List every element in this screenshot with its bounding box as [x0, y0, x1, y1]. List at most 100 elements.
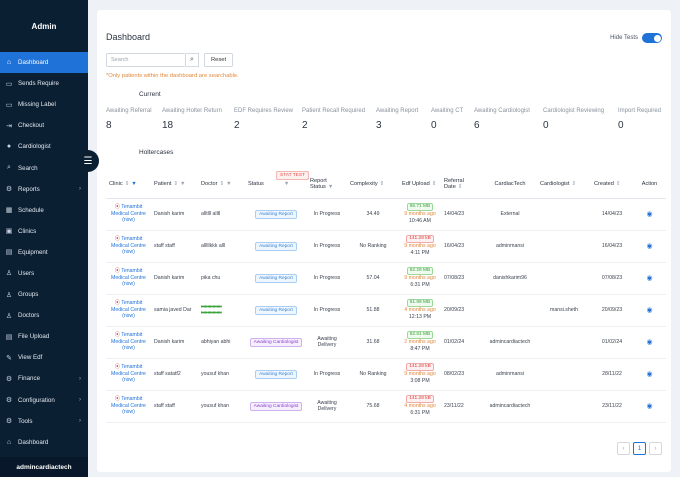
cardiactech-cell: External: [483, 198, 537, 231]
sidebar-item-users[interactable]: ♙ Users: [0, 263, 88, 284]
stat-label: Patient Recall Required: [302, 108, 366, 114]
stat-value: 2: [302, 120, 308, 131]
cardiactech-cell: admincardiactech: [483, 326, 537, 359]
sidebar-item-configuration[interactable]: ⚙ Configuration ›: [0, 390, 88, 411]
stat-awaiting-referral[interactable]: Awaiting Referral 8: [106, 108, 152, 131]
prev-page-button[interactable]: ‹: [617, 442, 630, 455]
edf-age: 9 months ago: [404, 275, 436, 282]
stat-awaiting-ct[interactable]: Awaiting CT 0: [431, 108, 463, 131]
col-cardiologist[interactable]: Cardiologist ⇕: [537, 170, 591, 199]
sidebar-item-view-edf[interactable]: ✎ View Edf: [0, 347, 88, 368]
stat-awaiting-report[interactable]: Awaiting Report 3: [376, 108, 418, 131]
stat-edf-requires-review[interactable]: EDF Requires Review 2: [234, 108, 293, 131]
edf-upload-cell: 62.81 MB 2 months ago 8:47 PM: [399, 326, 441, 359]
col-report-status[interactable]: Report Status ▼: [307, 170, 347, 199]
view-icon[interactable]: ◉: [646, 275, 653, 282]
view-icon[interactable]: ◉: [646, 339, 653, 346]
col-complexity[interactable]: Complexity ⇕: [347, 170, 399, 199]
edf-upload-cell: 141.28 kB 9 months ago 4:11 PM: [399, 230, 441, 263]
doctor-cell: xxxxxxxx xxxxxxxx: [198, 294, 245, 327]
sidebar-item-equipment[interactable]: ▤ Equipment: [0, 242, 88, 263]
sidebar-toggle-icon[interactable]: ☰: [77, 150, 99, 172]
page-1-button[interactable]: 1: [633, 442, 646, 455]
sidebar-item-clinics[interactable]: ▣ Clinics: [0, 221, 88, 242]
view-icon[interactable]: ◉: [646, 307, 653, 314]
sidebar-item-finance[interactable]: ⚙ Finance ›: [0, 368, 88, 389]
edf-age: 4 months ago: [404, 403, 436, 410]
stat-value: 2: [234, 120, 240, 131]
sidebar-item-dashboard[interactable]: ⌂ Dashboard: [0, 52, 88, 74]
report-status-cell: In Progress: [307, 262, 347, 295]
sidebar-item-search[interactable]: ⌕ Search: [0, 157, 88, 178]
hide-tests-toggle[interactable]: [642, 33, 662, 43]
table-row[interactable]: ⦿ Tenambit Medical Centre (nsw) samia ja…: [106, 294, 666, 327]
patient-cell: staff staff: [151, 230, 198, 263]
view-icon[interactable]: ◉: [646, 371, 653, 378]
cardiologist-cell: [537, 262, 591, 295]
patient-cell: samia javed Dar: [151, 294, 198, 327]
home-icon: ⌂: [6, 59, 12, 67]
current-user[interactable]: admincardiactech: [0, 457, 88, 477]
next-page-button[interactable]: ›: [649, 442, 662, 455]
alert-icon: ⦿: [114, 363, 120, 370]
col-cardiactech[interactable]: CardiacTech: [483, 170, 537, 199]
home-icon: ⌂: [6, 438, 12, 446]
sidebar-item-dashboard[interactable]: ⌂ Dashboard: [0, 432, 88, 453]
referral-date-cell: 23/11/22: [441, 390, 483, 423]
search-input[interactable]: [106, 53, 186, 67]
clinic-link[interactable]: ⦿ Tenambit Medical Centre (nsw): [111, 331, 146, 352]
table-row[interactable]: ⦿ Tenambit Medical Centre (nsw) Danish k…: [106, 198, 666, 231]
status-cell: Awaiting Cardiologist STAT TEST: [245, 171, 309, 423]
sidebar-item-label: Groups: [18, 291, 39, 299]
clinic-link[interactable]: ⦿ Tenambit Medical Centre (nsw): [111, 267, 146, 288]
sidebar-item-cardiologist[interactable]: ● Cardiologist: [0, 136, 88, 157]
sidebar-item-groups[interactable]: ♙ Groups: [0, 284, 88, 305]
table-row[interactable]: ⦿ Tenambit Medical Centre (nsw) staff st…: [106, 171, 666, 263]
col-clinic[interactable]: Clinic ⇕ ▼: [106, 170, 151, 199]
view-icon[interactable]: ◉: [646, 403, 653, 410]
col-patient[interactable]: Patient ⇕ ▼: [151, 170, 198, 199]
table-row[interactable]: ⦿ Tenambit Medical Centre (nsw) staff st…: [106, 171, 666, 423]
sidebar-item-reports[interactable]: ⚙ Reports ›: [0, 179, 88, 200]
sidebar-item-missing-label[interactable]: ▭ Missing Label: [0, 94, 88, 115]
sidebar-item-file-upload[interactable]: ▤ File Upload: [0, 326, 88, 347]
view-icon[interactable]: ◉: [646, 243, 653, 250]
report-status-cell: In Progress: [307, 294, 347, 327]
stat-import-required[interactable]: Import Required 0: [618, 108, 661, 131]
current-section-title: Current: [139, 91, 161, 98]
stat-label: Awaiting Report: [376, 108, 419, 114]
clinic-link[interactable]: ⦿ Tenambit Medical Centre (nsw): [111, 395, 146, 416]
sidebar-item-sends-require[interactable]: ▭ Sends Require: [0, 73, 88, 94]
sidebar-item-schedule[interactable]: ▦ Schedule: [0, 200, 88, 221]
chevron-right-icon: ›: [79, 375, 81, 382]
col-doctor[interactable]: Doctor ⇕ ▼: [198, 170, 245, 199]
col-created[interactable]: Created ⇕: [591, 170, 633, 199]
search-bar: ⌕ Reset: [106, 53, 234, 67]
clinic-link[interactable]: ⦿ Tenambit Medical Centre (nsw): [111, 363, 146, 384]
cardiologist-cell: [537, 326, 591, 359]
clinic-link[interactable]: ⦿ Tenambit Medical Centre (nsw): [111, 203, 146, 224]
stat-awaiting-cardiologist[interactable]: Awaiting Cardiologist 6: [474, 108, 530, 131]
col-referral-date[interactable]: Referral Date ⇕: [441, 170, 483, 199]
table-row[interactable]: ⦿ Tenambit Medical Centre (nsw) Danish k…: [106, 262, 666, 295]
reset-button[interactable]: Reset: [204, 53, 234, 67]
edf-upload-cell: 141.28 kB 9 months ago 3:08 PM: [399, 358, 441, 391]
stat-patient-recall-required[interactable]: Patient Recall Required 2: [302, 108, 365, 131]
col-edf-upload[interactable]: Edf Upload ⇕: [399, 170, 441, 199]
complexity-cell: No Ranking: [347, 358, 399, 391]
table-row[interactable]: ⦿ Tenambit Medical Centre (nsw) staff sa…: [106, 171, 666, 391]
stat-cardiologist-reviewing[interactable]: Cardiologist Reviewing 0: [543, 108, 604, 131]
view-icon[interactable]: ◉: [646, 211, 653, 218]
clinic-link[interactable]: ⦿ Tenambit Medical Centre (nsw): [111, 299, 146, 320]
cardiologist-cell: [537, 390, 591, 423]
clinic-link[interactable]: ⦿ Tenambit Medical Centre (nsw): [111, 235, 146, 256]
sidebar-item-tools[interactable]: ⚙ Tools ›: [0, 411, 88, 432]
search-icon[interactable]: ⌕: [186, 53, 199, 67]
stat-awaiting-holter-return[interactable]: Awaiting Holter Return 18: [162, 108, 222, 131]
sidebar-item-doctors[interactable]: ♙ Doctors: [0, 305, 88, 326]
stat-label: Awaiting Referral: [106, 108, 152, 114]
search-note: *Only patients within the dashboard are …: [106, 73, 239, 79]
sidebar-item-checkout[interactable]: ⇥ Checkout: [0, 115, 88, 136]
pagination: ‹ 1 ›: [617, 442, 662, 455]
table-row[interactable]: ⦿ Tenambit Medical Centre (nsw) Danish k…: [106, 326, 666, 359]
